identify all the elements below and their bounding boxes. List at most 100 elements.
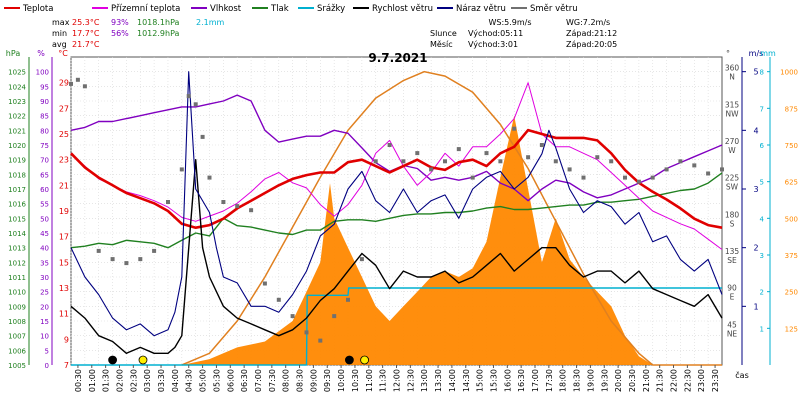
stat-temp: 25.3°C bbox=[72, 18, 100, 27]
moonrise-marker bbox=[108, 355, 117, 365]
mm-tick-label: 1 bbox=[760, 325, 764, 333]
x-tick-label: 16:30 bbox=[517, 369, 526, 392]
pct-tick-label: 40 bbox=[40, 245, 49, 253]
wind-direction-point bbox=[110, 257, 115, 262]
temp-tick-label: 27 bbox=[59, 104, 69, 113]
pct-tick-label: 100 bbox=[36, 69, 49, 77]
x-tick-label: 12:30 bbox=[406, 369, 415, 392]
x-tick-label: 13:30 bbox=[434, 369, 443, 392]
dir-tick-cardinal: S bbox=[730, 219, 735, 228]
stat-temp: 17.7°C bbox=[72, 29, 100, 38]
wm2-tick-label: 750 bbox=[785, 142, 798, 150]
wind-direction-point bbox=[179, 167, 184, 172]
x-tick-label: 15:00 bbox=[476, 369, 485, 392]
temp-tick-label: 13 bbox=[59, 284, 69, 293]
x-tick-label: 08:30 bbox=[296, 369, 305, 392]
solar-theoretical-line bbox=[181, 70, 722, 366]
info-moon-label: Měsíc bbox=[430, 40, 453, 49]
hpa-tick-label: 1018 bbox=[8, 171, 26, 179]
x-tick-label: 21:00 bbox=[642, 369, 651, 392]
wind-direction-point bbox=[96, 248, 101, 253]
pct-tick-label: 55 bbox=[40, 201, 49, 209]
wind-direction-point bbox=[456, 147, 461, 152]
pct-tick-label: 95 bbox=[40, 83, 49, 91]
x-tick-label: 01:30 bbox=[102, 369, 111, 392]
wind-direction-point bbox=[193, 102, 198, 107]
ms-tick-label: 2 bbox=[753, 244, 758, 253]
stat-rain: 2.1mm bbox=[196, 18, 225, 27]
pct-tick-label: 30 bbox=[40, 274, 49, 282]
dir-tick-label: 180 bbox=[725, 210, 740, 219]
wind-direction-point bbox=[692, 163, 697, 168]
x-tick-label: 05:00 bbox=[199, 369, 208, 392]
dir-tick-label: 225 bbox=[725, 174, 740, 183]
wind-direction-point bbox=[69, 81, 73, 86]
wind-direction-point bbox=[429, 167, 434, 172]
x-tick-label: 22:00 bbox=[670, 369, 679, 392]
hpa-tick-label: 1022 bbox=[8, 113, 26, 121]
x-tick-label: 14:30 bbox=[462, 369, 471, 392]
pct-tick-label: 20 bbox=[40, 303, 49, 311]
hpa-tick-label: 1019 bbox=[8, 157, 26, 165]
wind-direction-point bbox=[650, 175, 655, 180]
x-tick-label: 06:00 bbox=[226, 369, 235, 392]
series-line-rychlost-v-tru bbox=[70, 159, 723, 354]
dir-tick-label: 315 bbox=[725, 100, 740, 109]
x-tick-label: 11:00 bbox=[365, 369, 374, 392]
hpa-tick-label: 1009 bbox=[8, 303, 26, 311]
dir-tick-label: 45 bbox=[727, 320, 737, 329]
dir-tick-cardinal: N bbox=[729, 73, 735, 82]
ms-tick-label: 4 bbox=[753, 126, 758, 135]
x-tick-label: 07:00 bbox=[254, 369, 263, 392]
x-tick-label: 10:00 bbox=[337, 369, 346, 392]
hpa-tick-label: 1015 bbox=[8, 215, 26, 223]
hpa-tick-label: 1025 bbox=[8, 69, 26, 77]
wind-direction-point bbox=[609, 159, 614, 164]
stat-pressure: 1012.9hPa bbox=[137, 29, 180, 38]
wind-direction-point bbox=[498, 159, 503, 164]
hpa-tick-label: 1005 bbox=[8, 362, 26, 370]
temp-tick-label: 11 bbox=[59, 310, 69, 319]
info-sun-set: Západ:21:12 bbox=[566, 29, 617, 38]
wind-direction-point bbox=[290, 314, 295, 319]
wind-direction-point bbox=[581, 175, 586, 180]
mm-tick-label: 5 bbox=[760, 179, 764, 187]
pct-tick-label: 0 bbox=[45, 362, 49, 370]
dir-tick-cardinal: E bbox=[730, 293, 735, 302]
hpa-tick-label: 1010 bbox=[8, 289, 26, 297]
hpa-tick-label: 1007 bbox=[8, 333, 26, 341]
pct-tick-label: 75 bbox=[40, 142, 49, 150]
dir-tick-label: 360 bbox=[725, 64, 740, 73]
x-tick-label: 23:30 bbox=[711, 369, 720, 392]
pct-tick-label: 65 bbox=[40, 171, 49, 179]
x-axis: 00:30 01:00 01:30 02:00 02:30 03:00 03:30 04:00… bbox=[74, 365, 749, 392]
wind-direction-point bbox=[262, 281, 267, 286]
wind-direction-point bbox=[664, 167, 669, 172]
stat-label: min bbox=[52, 29, 67, 38]
info-wg: WG:7.2m/s bbox=[566, 18, 610, 27]
x-tick-label: 02:30 bbox=[129, 369, 138, 392]
legend-label: Vlhkost bbox=[210, 4, 242, 14]
legend-label: Srážky bbox=[317, 4, 345, 14]
stat-humidity: 56% bbox=[111, 29, 129, 38]
mm-tick-label: 6 bbox=[760, 142, 765, 150]
x-tick-label: 03:30 bbox=[157, 369, 166, 392]
stat-label: avg bbox=[52, 40, 67, 49]
wind-direction-point bbox=[470, 175, 475, 180]
pct-tick-label: 80 bbox=[40, 127, 49, 135]
pct-axis-unit: % bbox=[37, 49, 45, 58]
x-tick-label: 18:30 bbox=[573, 369, 582, 392]
x-tick-label: 01:00 bbox=[88, 369, 97, 392]
stat-temp: 21.7°C bbox=[72, 40, 100, 49]
x-tick-label: 21:30 bbox=[656, 369, 665, 392]
wm2-tick-label: 875 bbox=[785, 105, 798, 113]
solar-measured-area bbox=[181, 115, 723, 365]
wind-direction-point bbox=[595, 155, 600, 160]
wind-direction-point bbox=[75, 77, 80, 82]
x-tick-label: 20:00 bbox=[614, 369, 623, 392]
x-axis-label: čas bbox=[735, 370, 748, 380]
legend-label: Rychlost větru bbox=[372, 4, 433, 14]
legend: Teplota Přízemní teplota Vlhkost Tlak Srážky… bbox=[4, 4, 578, 14]
wind-direction-point bbox=[346, 297, 350, 302]
